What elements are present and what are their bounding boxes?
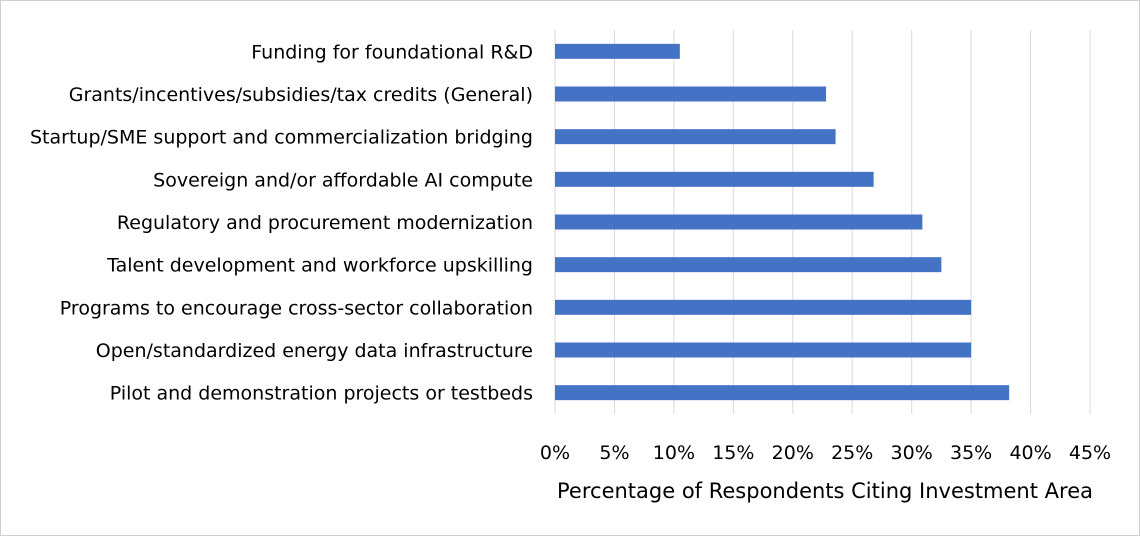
x-tick-label: 20%: [772, 442, 814, 464]
bar: [555, 171, 874, 187]
x-tick-label: 30%: [891, 442, 933, 464]
bar: [555, 86, 827, 102]
bar: [555, 385, 1010, 401]
category-label: Regulatory and procurement modernization: [117, 212, 533, 234]
bars: [555, 43, 1010, 401]
category-label: Programs to encourage cross-sector colla…: [60, 297, 533, 319]
x-tick-label: 15%: [712, 442, 754, 464]
category-label: Open/standardized energy data infrastruc…: [96, 340, 533, 362]
category-label: Grants/incentives/subsidies/tax credits …: [69, 84, 533, 106]
bar: [555, 129, 836, 145]
x-axis-title: Percentage of Respondents Citing Investm…: [557, 479, 1093, 503]
category-label: Sovereign and/or affordable AI compute: [153, 169, 533, 191]
bar: [555, 214, 923, 230]
x-tick-label: 5%: [599, 442, 629, 464]
x-tick-label: 25%: [831, 442, 873, 464]
category-label: Talent development and workforce upskill…: [106, 255, 533, 277]
x-tick-label: 0%: [540, 442, 570, 464]
x-tick-labels: 0% 5% 10% 15% 20% 25% 30% 35% 40% 45%: [540, 442, 1111, 464]
bar: [555, 299, 972, 315]
category-label: Startup/SME support and commercializatio…: [30, 127, 533, 149]
x-tick-label: 10%: [653, 442, 695, 464]
bar: [555, 43, 680, 59]
bar: [555, 257, 942, 273]
category-labels: Funding for foundational R&D Grants/incen…: [30, 41, 533, 404]
x-tick-label: 45%: [1069, 442, 1111, 464]
x-tick-label: 40%: [1009, 442, 1051, 464]
category-label: Pilot and demonstration projects or test…: [110, 383, 533, 405]
bar: [555, 342, 972, 358]
x-tick-label: 35%: [950, 442, 992, 464]
category-label: Funding for foundational R&D: [251, 41, 533, 63]
